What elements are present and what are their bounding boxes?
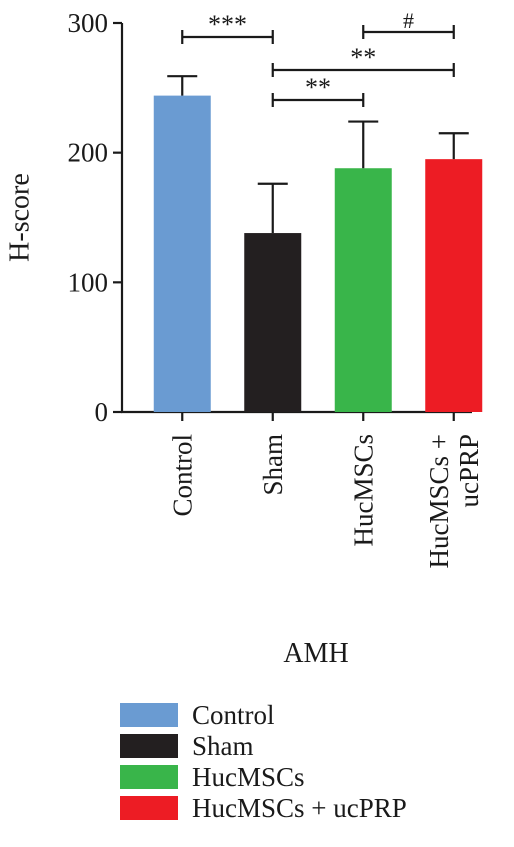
legend-item-hucmscs: HucMSCs: [120, 762, 407, 792]
bar-2: [334, 168, 392, 412]
legend-label-control: Control: [192, 700, 275, 730]
legend-item-sham: Sham: [120, 731, 407, 761]
legend-label-sham: Sham: [192, 731, 254, 761]
x-axis-label: AMH: [283, 638, 349, 669]
significance-label-1: **: [350, 43, 376, 72]
legend: Control Sham HucMSCs HucMSCs + ucPRP: [120, 700, 407, 824]
bar-1: [244, 233, 302, 412]
x-tick-label-1: Sham: [258, 434, 288, 496]
y-tick-label: 200: [68, 138, 109, 168]
x-tick-label-0: Control: [167, 434, 197, 517]
legend-swatch-hucmscs-ucprp: [120, 796, 178, 820]
bar-3: [425, 159, 483, 412]
y-tick-label: 100: [68, 267, 109, 297]
bar-chart: 0 100 200 300 H-score Control Sham HucMSCs HucMS…: [5, 8, 484, 569]
x-tick-label-3: HucMSCs +ucPRP: [424, 434, 484, 569]
legend-label-hucmscs: HucMSCs: [192, 762, 305, 792]
legend-swatch-control: [120, 703, 178, 727]
bar-0: [153, 95, 211, 412]
y-tick-label: 0: [95, 397, 109, 427]
legend-swatch-hucmscs: [120, 765, 178, 789]
y-tick-label: 300: [68, 8, 109, 38]
x-tick-label-2: HucMSCs: [348, 434, 378, 547]
legend-label-hucmscs-ucprp: HucMSCs + ucPRP: [192, 793, 407, 823]
legend-item-control: Control: [120, 700, 407, 730]
y-axis-label: H-score: [5, 173, 36, 262]
significance-label-2: **: [305, 73, 331, 102]
significance-label-0: ***: [208, 10, 247, 39]
significance-label-3: #: [403, 8, 414, 33]
legend-item-hucmscs-ucprp: HucMSCs + ucPRP: [120, 793, 407, 823]
legend-swatch-sham: [120, 734, 178, 758]
